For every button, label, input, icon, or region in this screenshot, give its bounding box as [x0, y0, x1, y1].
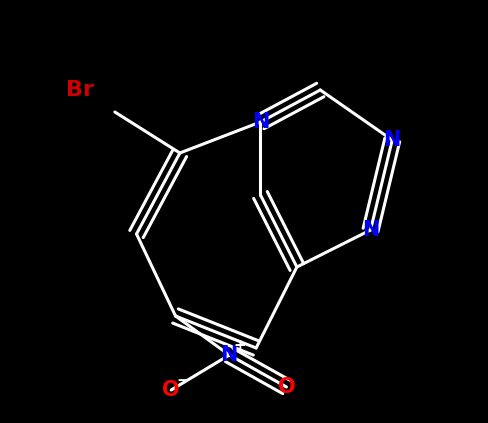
Text: +: +	[233, 338, 246, 353]
Text: −: −	[177, 373, 189, 388]
Text: N: N	[362, 220, 379, 240]
Text: N: N	[384, 130, 401, 150]
Text: O: O	[278, 377, 295, 397]
Text: N: N	[252, 112, 269, 132]
Text: N: N	[221, 345, 238, 365]
Text: Br: Br	[66, 80, 94, 100]
Text: O: O	[163, 380, 180, 400]
